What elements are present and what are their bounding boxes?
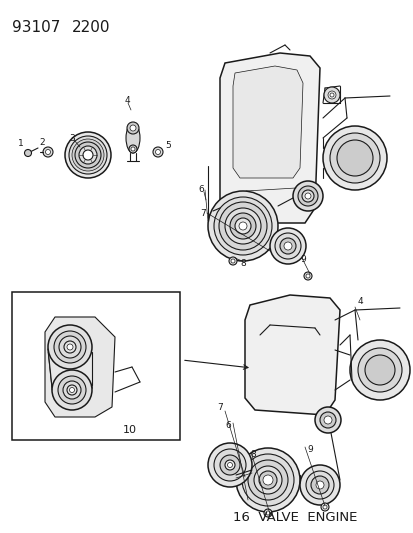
Circle shape — [297, 186, 317, 206]
Circle shape — [305, 274, 309, 278]
Circle shape — [214, 197, 271, 255]
Circle shape — [127, 122, 139, 134]
Circle shape — [43, 147, 53, 157]
Circle shape — [230, 213, 255, 239]
Circle shape — [131, 147, 135, 151]
Text: 5: 5 — [165, 141, 171, 149]
Text: 10: 10 — [123, 425, 137, 435]
Circle shape — [48, 325, 92, 369]
Circle shape — [262, 475, 272, 485]
Text: 7: 7 — [216, 403, 222, 413]
Circle shape — [69, 136, 107, 174]
Circle shape — [336, 140, 372, 176]
Circle shape — [63, 381, 81, 399]
Circle shape — [58, 376, 86, 404]
Circle shape — [214, 449, 245, 481]
Circle shape — [283, 242, 291, 250]
Circle shape — [274, 233, 300, 259]
Circle shape — [357, 348, 401, 392]
Text: 3: 3 — [69, 133, 75, 142]
Text: 7: 7 — [199, 208, 205, 217]
Circle shape — [64, 341, 76, 353]
Circle shape — [72, 139, 104, 171]
Circle shape — [310, 476, 328, 494]
Circle shape — [279, 238, 295, 254]
Text: 93107: 93107 — [12, 20, 60, 35]
Circle shape — [238, 222, 247, 230]
Circle shape — [269, 228, 305, 264]
Bar — [12, 292, 180, 440]
Circle shape — [322, 505, 326, 509]
Circle shape — [349, 340, 409, 400]
Circle shape — [52, 370, 92, 410]
Polygon shape — [219, 53, 319, 223]
Text: 4: 4 — [124, 95, 130, 104]
Circle shape — [329, 133, 379, 183]
Circle shape — [227, 463, 232, 467]
Circle shape — [207, 191, 277, 261]
Circle shape — [224, 208, 260, 244]
Circle shape — [235, 218, 250, 234]
Circle shape — [242, 454, 293, 506]
Text: 4: 4 — [356, 297, 362, 306]
Circle shape — [218, 202, 266, 250]
Circle shape — [315, 481, 323, 489]
Circle shape — [320, 503, 328, 511]
Text: 8: 8 — [240, 259, 245, 268]
Circle shape — [219, 455, 240, 475]
Polygon shape — [45, 317, 115, 417]
Circle shape — [79, 146, 97, 164]
Circle shape — [323, 416, 331, 424]
Circle shape — [305, 471, 333, 499]
Circle shape — [54, 331, 86, 363]
Circle shape — [329, 93, 333, 97]
Circle shape — [303, 272, 311, 280]
Circle shape — [207, 443, 252, 487]
Circle shape — [314, 407, 340, 433]
Circle shape — [247, 460, 287, 500]
Circle shape — [67, 344, 73, 350]
Circle shape — [323, 87, 339, 103]
Ellipse shape — [126, 123, 140, 153]
Circle shape — [24, 149, 31, 157]
Circle shape — [129, 145, 137, 153]
Circle shape — [69, 387, 74, 392]
Circle shape — [299, 465, 339, 505]
Text: 6: 6 — [225, 422, 230, 431]
Circle shape — [130, 125, 136, 131]
Text: 2: 2 — [39, 138, 45, 147]
Text: 8: 8 — [249, 450, 255, 459]
Text: 2200: 2200 — [72, 20, 110, 35]
Circle shape — [259, 471, 276, 489]
Circle shape — [304, 193, 310, 199]
Circle shape — [319, 412, 335, 428]
Text: 9: 9 — [306, 446, 312, 455]
Circle shape — [45, 149, 50, 155]
Circle shape — [327, 91, 335, 99]
Circle shape — [59, 336, 81, 358]
Circle shape — [266, 511, 269, 515]
Polygon shape — [233, 66, 302, 178]
Circle shape — [230, 259, 235, 263]
Circle shape — [254, 466, 281, 494]
Text: 16  VALVE  ENGINE: 16 VALVE ENGINE — [232, 512, 356, 524]
Circle shape — [75, 142, 101, 168]
Circle shape — [224, 460, 235, 470]
Text: 1: 1 — [18, 139, 24, 148]
Circle shape — [263, 509, 271, 517]
Polygon shape — [244, 295, 339, 415]
Circle shape — [153, 147, 163, 157]
Circle shape — [67, 385, 77, 395]
Circle shape — [322, 126, 386, 190]
Circle shape — [235, 448, 299, 512]
Circle shape — [301, 190, 313, 202]
Circle shape — [364, 355, 394, 385]
Circle shape — [65, 132, 111, 178]
Text: 9: 9 — [299, 255, 305, 264]
Text: 6: 6 — [198, 185, 203, 195]
Circle shape — [83, 150, 93, 160]
Circle shape — [228, 257, 236, 265]
Circle shape — [155, 149, 160, 155]
Circle shape — [292, 181, 322, 211]
